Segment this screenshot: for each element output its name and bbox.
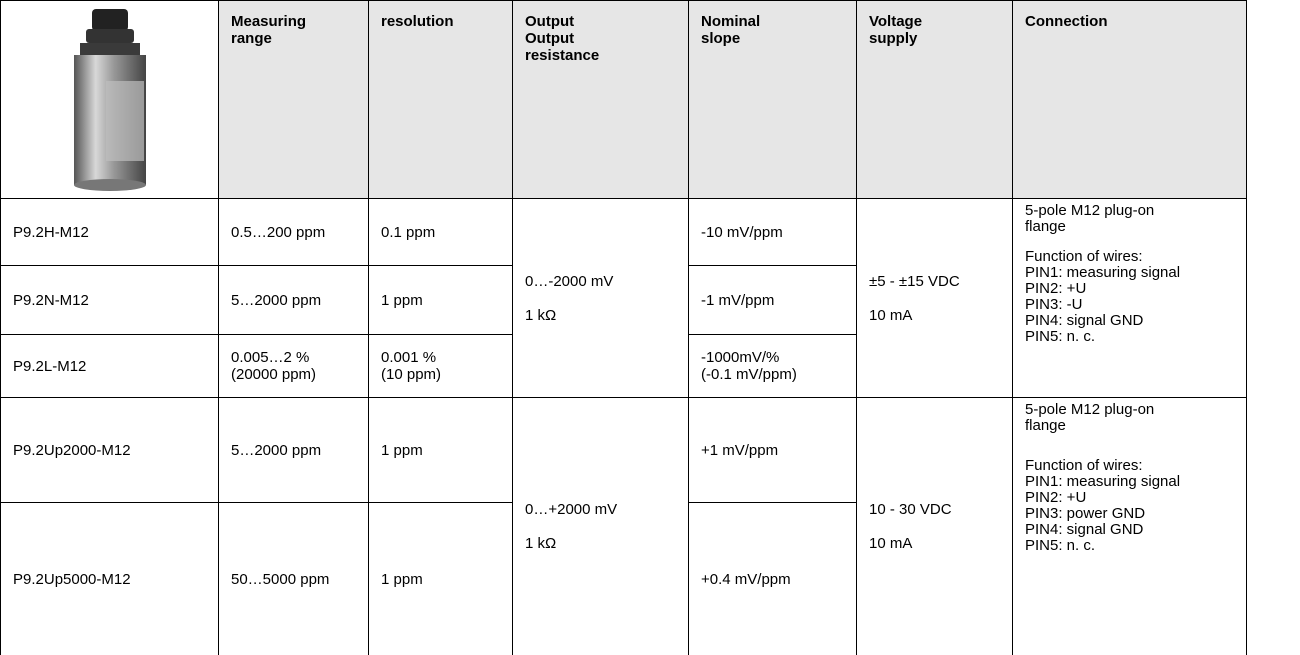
text-line: 1 ppm — [381, 441, 423, 459]
resolution-cell: 1 ppm — [368, 265, 513, 335]
wire-list: Function of wires: PIN1: measuring signal… — [1025, 458, 1234, 554]
text-line: PIN3: power GND — [1025, 505, 1146, 522]
product-image-cell — [0, 0, 219, 199]
text-line: resolution — [381, 13, 454, 30]
header-cell: Voltage supply — [856, 0, 1013, 199]
text-line: supply — [869, 30, 918, 47]
text-line: Output — [525, 13, 575, 30]
text-line: (-0.1 mV/ppm) — [701, 366, 797, 383]
text-line: 0…+2000 mV — [525, 501, 618, 518]
text-line: PIN1: measuring signal — [1025, 264, 1181, 281]
resolution-cell: 0.001 % (10 ppm) — [368, 334, 513, 398]
connection-cell: 5-pole M12 plug-on flange Function of wire… — [1012, 397, 1247, 655]
output-cell: 0…+2000 mV 1 kΩ — [512, 397, 689, 655]
table-row: P9.2N-M12 5…2000 ppm 1 ppm -1 mV/ppm — [0, 265, 1247, 335]
text-line: PIN2: +U — [1025, 280, 1087, 297]
table-row: P9.2Up5000-M12 50…5000 ppm 1 ppm +0.4 mV/pp… — [0, 502, 1247, 655]
text-line: 10 - 30 VDC — [869, 501, 952, 518]
text-line: 1 ppm — [381, 570, 423, 588]
range-cell: 5…2000 ppm — [218, 397, 369, 503]
text-line: (20000 ppm) — [231, 366, 317, 383]
connection-cell: 5-pole M12 plug-on flange Function of wire… — [1012, 198, 1247, 398]
text-line: 5-pole M12 plug-on — [1025, 202, 1155, 219]
text-line: 0.1 ppm — [381, 223, 436, 241]
output-cell: 0…-2000 mV 1 kΩ — [512, 198, 689, 398]
table-row: P9.2Up2000-M12 5…2000 ppm 1 ppm 0…+2000 mV 1… — [0, 397, 1247, 655]
table-row: P9.2L-M12 0.005…2 % (20000 ppm) 0.001 % (10 … — [0, 334, 1247, 398]
text-line: range — [231, 30, 272, 47]
resolution-cell: 1 ppm — [368, 397, 513, 503]
text-line: -1 mV/ppm — [701, 291, 775, 309]
header-cell: Measuring range — [218, 0, 369, 199]
header-cell: Output Output resistance — [512, 0, 689, 199]
resolution-cell: 0.1 ppm — [368, 198, 513, 266]
range-cell: 50…5000 ppm — [218, 502, 369, 655]
text-line: Nominal — [701, 13, 761, 30]
sensor-image — [73, 8, 146, 191]
text-line: PIN2: +U — [1025, 489, 1087, 506]
text-line: PIN1: measuring signal — [1025, 473, 1181, 490]
header-cell: Connection — [1012, 0, 1247, 199]
text-line: PIN4: signal GND — [1025, 312, 1144, 329]
text-line: -10 mV/ppm — [701, 223, 783, 241]
range-cell: 5…2000 ppm — [218, 265, 369, 335]
text-line: 0.005…2 % — [231, 349, 310, 366]
slope-cell: +0.4 mV/ppm — [688, 502, 857, 655]
text-line: flange — [1025, 218, 1066, 235]
wire-list: Function of wires: PIN1: measuring signal… — [1025, 249, 1234, 345]
model-cell: P9.2H-M12 — [0, 198, 219, 266]
text-line: 10 mA — [869, 306, 913, 324]
text-line: 0…-2000 mV — [525, 272, 614, 290]
header-row: Measuring range resolution Output Output resi… — [0, 0, 1247, 199]
text-line: (10 ppm) — [381, 366, 442, 383]
text-line: 0.5…200 ppm — [231, 223, 326, 241]
header-cell: Nominal slope — [688, 0, 857, 199]
text-line: PIN5: n. c. — [1025, 537, 1096, 554]
text-line: Function of wires: — [1025, 248, 1143, 265]
text-line: +1 mV/ppm — [701, 441, 779, 459]
text-line: -1000mV/% — [701, 349, 780, 366]
range-cell: 0.005…2 % (20000 ppm) — [218, 334, 369, 398]
table-row: P9.2H-M12 0.5…200 ppm 0.1 ppm 0…-2000 mV 1 k… — [0, 198, 1247, 398]
text-line: Measuring — [231, 13, 307, 30]
text-line: PIN3: -U — [1025, 296, 1083, 313]
model-cell: P9.2N-M12 — [0, 265, 219, 335]
text-line: 1 kΩ — [525, 306, 557, 324]
text-line: 1 kΩ — [525, 535, 557, 552]
slope-cell: -10 mV/ppm — [688, 198, 857, 266]
text-line: 1 ppm — [381, 291, 423, 309]
text-line: Function of wires: — [1025, 457, 1143, 474]
text-line: 5…2000 ppm — [231, 441, 322, 459]
text-line: 50…5000 ppm — [231, 570, 330, 588]
text-line: 5…2000 ppm — [231, 291, 322, 309]
slope-cell: +1 mV/ppm — [688, 397, 857, 503]
text-line: PIN5: n. c. — [1025, 328, 1096, 345]
voltage-cell: ±5 - ±15 VDC 10 mA — [856, 198, 1013, 398]
model-cell: P9.2Up2000-M12 — [0, 397, 219, 503]
text-line: 0.001 % — [381, 349, 437, 366]
resolution-cell: 1 ppm — [368, 502, 513, 655]
text-line: +0.4 mV/ppm — [701, 570, 791, 588]
model-cell: P9.2Up5000-M12 — [0, 502, 219, 655]
range-cell: 0.5…200 ppm — [218, 198, 369, 266]
text-line: Voltage — [869, 13, 923, 30]
text-line: PIN4: signal GND — [1025, 521, 1144, 538]
text-line: flange — [1025, 417, 1066, 434]
text-line: Connection — [1025, 13, 1108, 30]
spec-table: Measuring range resolution Output Output resi… — [0, 0, 1247, 655]
text-line: slope — [701, 30, 741, 47]
text-line: resistance — [525, 47, 600, 64]
slope-cell: -1000mV/% (-0.1 mV/ppm) — [688, 334, 857, 398]
text-line: Output — [525, 30, 575, 47]
text-line: 10 mA — [869, 535, 913, 552]
model-cell: P9.2L-M12 — [0, 334, 219, 398]
text-line: ±5 - ±15 VDC — [869, 272, 960, 290]
voltage-cell: 10 - 30 VDC 10 mA — [856, 397, 1013, 655]
header-cell: resolution — [368, 0, 513, 199]
text-line: 5-pole M12 plug-on — [1025, 401, 1155, 418]
slope-cell: -1 mV/ppm — [688, 265, 857, 335]
